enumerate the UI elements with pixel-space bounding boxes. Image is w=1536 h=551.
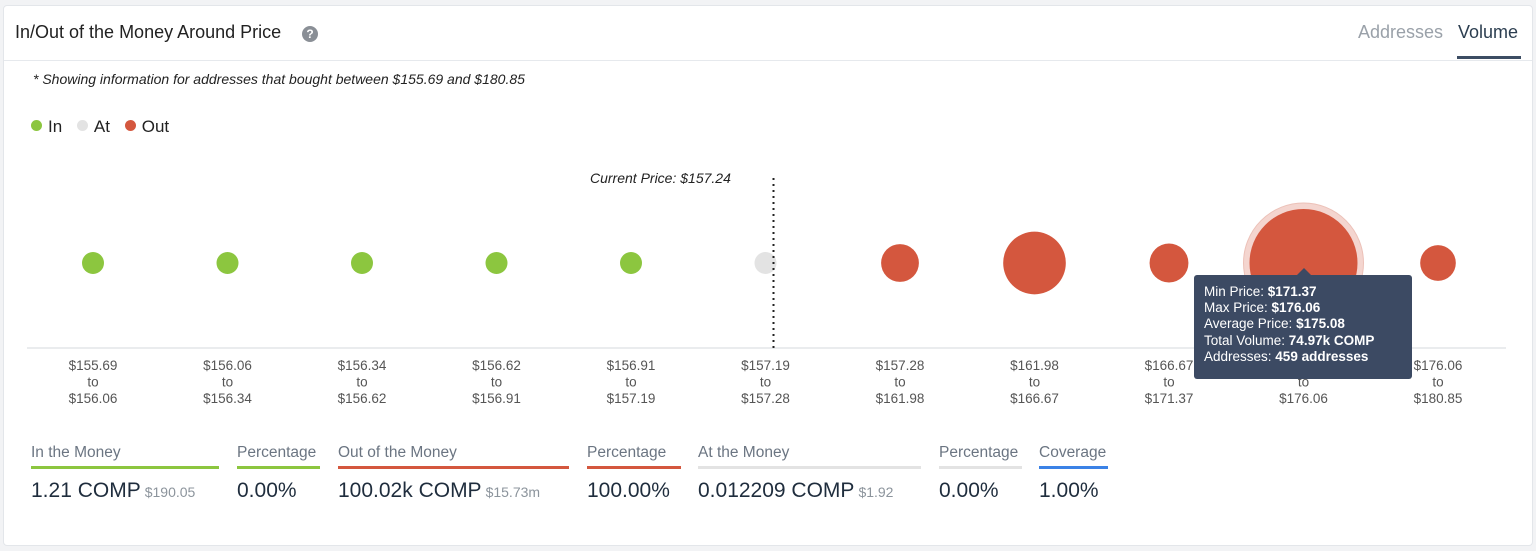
tick-label: $156.34 (338, 358, 387, 373)
tick-label: $155.69 (69, 358, 118, 373)
legend-dot-in (31, 120, 42, 132)
tick-label: $171.37 (1145, 391, 1194, 406)
tick-label-separator: to (760, 375, 771, 390)
tick-label: $156.91 (607, 358, 656, 373)
stat-bar (939, 466, 1022, 469)
bubble-out[interactable] (1003, 231, 1066, 295)
bubble-at[interactable] (754, 252, 777, 274)
tooltip-row: Total Volume: 74.97k COMP (1204, 332, 1375, 348)
tab-addresses[interactable]: Addresses (1358, 22, 1444, 42)
legend-item-at[interactable]: At (76, 117, 110, 137)
tooltip-row: Max Price: $176.06 (1204, 300, 1321, 316)
tick-label-separator: to (625, 375, 636, 390)
bubble-in[interactable] (485, 252, 508, 274)
stat-label: Percentage (237, 444, 317, 461)
tick-label-separator: to (87, 375, 98, 390)
tick-label: $161.98 (1010, 358, 1059, 373)
stat-value: 1.00% (1039, 479, 1099, 502)
stat-out-of-the-money: Out of the Money 100.02k COMP $15.73m (338, 444, 569, 503)
bubble-in[interactable] (351, 252, 373, 274)
tooltip-row: Average Price: $175.08 (1204, 316, 1345, 332)
legend-item-in[interactable]: In (31, 117, 62, 137)
tab-volume[interactable]: Volume (1458, 22, 1519, 42)
stat-coverage: Coverage 1.00% (1039, 444, 1108, 503)
legend-dot-out (124, 120, 136, 132)
bubble-tooltip: Min Price: $171.37 Max Price: $176.06 Av… (1194, 275, 1412, 379)
bubble-out[interactable] (881, 244, 919, 282)
tick-label-separator: to (356, 375, 367, 390)
chart-legend: In At Out (31, 117, 179, 137)
tick-label-separator: to (894, 375, 905, 390)
stat-value: 100.00% (587, 479, 670, 502)
stat-label: Out of the Money (338, 444, 457, 461)
stat-value: 1.21 COMP $190.05 (31, 479, 196, 502)
stat-bar (698, 466, 921, 469)
stat-sub: $1.92 (858, 484, 894, 500)
stat-label: In the Money (31, 444, 121, 461)
stat-bar (31, 466, 219, 469)
stat-label: At the Money (698, 444, 790, 461)
tick-label: $156.06 (203, 358, 252, 373)
tick-label-separator: to (222, 375, 233, 390)
tooltip-row: Min Price: $171.37 (1204, 284, 1317, 299)
stat-label: Percentage (587, 444, 667, 461)
stat-at-percentage: Percentage 0.00% (939, 444, 1022, 503)
tick-label: $157.19 (607, 391, 656, 406)
bubble-in[interactable] (620, 252, 642, 274)
active-tab-indicator (1457, 56, 1521, 59)
tick-label: $156.06 (69, 391, 118, 406)
card-title: In/Out of the Money Around Price (15, 22, 282, 42)
stat-bar (587, 466, 681, 469)
tick-label: $180.85 (1414, 391, 1463, 406)
tick-label: $157.28 (741, 391, 790, 406)
stat-at-the-money: At the Money 0.012209 COMP $1.92 (698, 444, 921, 503)
stat-label: Coverage (1039, 444, 1107, 461)
stat-bar (1039, 466, 1108, 469)
stat-bar (338, 466, 569, 469)
stat-value: 100.02k COMP $15.73m (338, 479, 541, 502)
tick-label-separator: to (1029, 375, 1040, 390)
tick-label-separator: to (491, 375, 502, 390)
tick-label-separator: to (1432, 375, 1443, 390)
legend-dot-at (76, 120, 88, 132)
legend-item-out[interactable]: Out (124, 117, 170, 137)
stat-sub: $15.73m (485, 484, 541, 500)
stat-value: 0.012209 COMP $1.92 (698, 479, 894, 502)
tick-label: $156.34 (203, 391, 252, 406)
tick-label: $156.62 (338, 391, 387, 406)
tick-label: $156.91 (472, 391, 521, 406)
stat-out-percentage: Percentage 100.00% (587, 444, 681, 503)
tick-label: $156.62 (472, 358, 521, 373)
stat-value: 0.00% (939, 479, 999, 502)
tooltip-arrow (1296, 268, 1312, 276)
tick-label: $166.67 (1145, 358, 1194, 373)
stat-in-percentage: Percentage 0.00% (237, 444, 320, 503)
legend-label-at: At (93, 117, 110, 136)
stat-bar (237, 466, 320, 469)
tick-label: $176.06 (1279, 391, 1328, 406)
legend-label-out: Out (141, 117, 170, 136)
stat-label: Percentage (939, 444, 1019, 461)
question-circle-icon[interactable]: ? (302, 26, 318, 42)
stat-value: 0.00% (237, 479, 297, 502)
current-price-label: Current Price: $157.24 (590, 170, 731, 186)
bubble-out[interactable] (1149, 243, 1189, 283)
legend-label-in: In (48, 117, 63, 136)
bubble-out[interactable] (1420, 245, 1456, 281)
stat-sub: $190.05 (144, 484, 196, 500)
tick-label: $166.67 (1010, 391, 1059, 406)
tick-label: $157.28 (876, 358, 925, 373)
bubble-in[interactable] (216, 252, 239, 274)
range-note: * Showing information for addresses that… (33, 71, 525, 87)
tick-label-separator: to (1298, 375, 1309, 390)
bubble-in[interactable] (82, 252, 104, 274)
tick-label: $176.06 (1414, 358, 1463, 373)
tick-label: $157.19 (741, 358, 790, 373)
tick-label: $161.98 (876, 391, 925, 406)
stat-in-the-money: In the Money 1.21 COMP $190.05 (31, 444, 219, 503)
tick-label-separator: to (1163, 375, 1174, 390)
tooltip-row: Addresses: 459 addresses (1204, 348, 1369, 364)
card-header: In/Out of the Money Around Price ? Addre… (4, 6, 1532, 61)
